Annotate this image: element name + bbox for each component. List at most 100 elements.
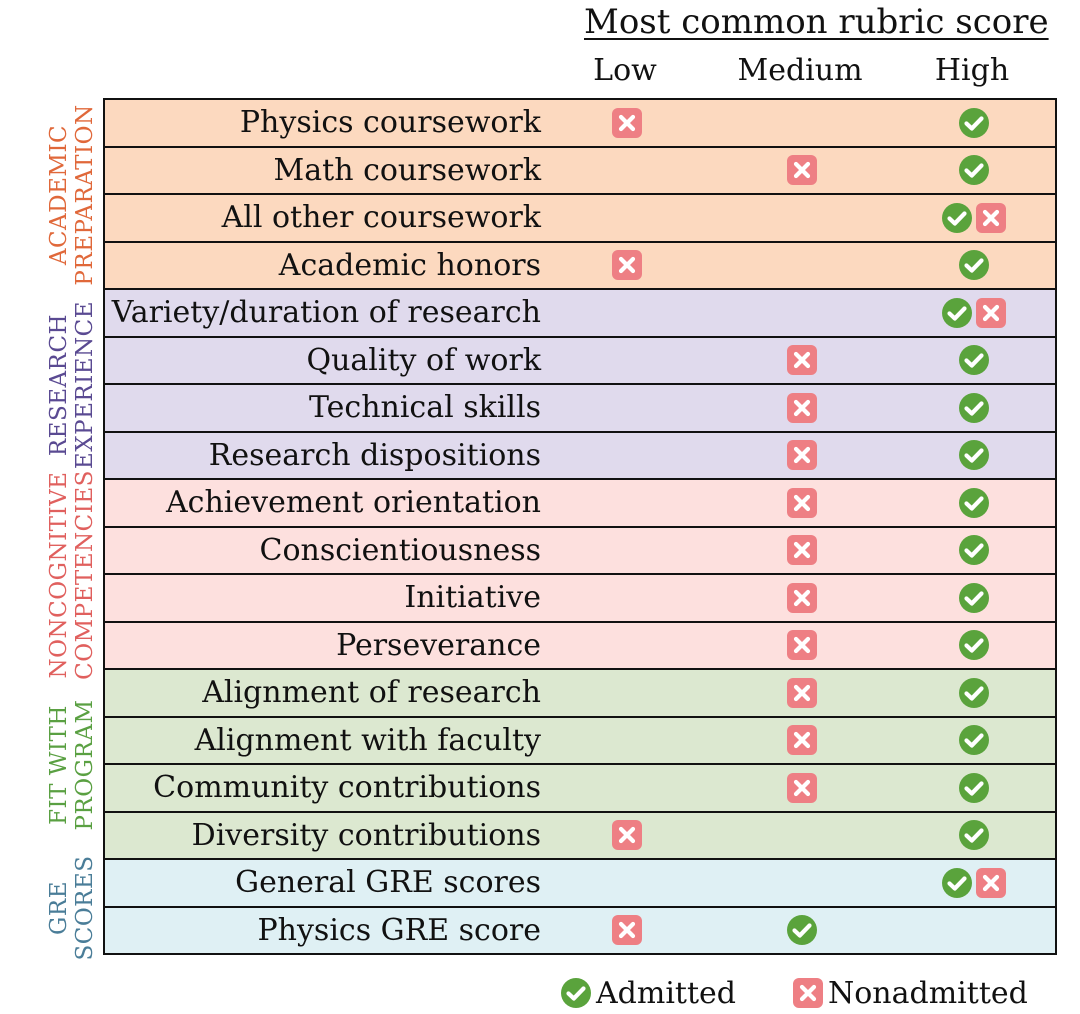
nonadmitted-cross-icon <box>975 867 1007 899</box>
table-row: Initiative <box>105 575 1055 623</box>
marker-group-low <box>611 249 643 281</box>
marker-group-low <box>611 107 643 139</box>
table-row: Variety/duration of research <box>105 290 1055 338</box>
marker-group-high <box>941 867 1007 899</box>
section-label-line2: PROGRAM <box>72 699 98 831</box>
marker-group-medium <box>786 487 818 519</box>
table-row: Community contributions <box>105 765 1055 813</box>
nonadmitted-cross-icon <box>786 772 818 804</box>
legend: Admitted <box>560 972 736 1014</box>
admitted-check-icon <box>958 154 990 186</box>
table-row: Perseverance <box>105 622 1055 670</box>
admitted-check-icon <box>958 534 990 566</box>
nonadmitted-cross-icon <box>786 582 818 614</box>
section-label: GRE SCORES <box>46 855 98 960</box>
marker-group-medium <box>786 534 818 566</box>
legend-admitted-check-icon <box>560 977 596 1009</box>
row-label: All other coursework <box>221 200 541 235</box>
rubric-table: Physics coursework Math coursework All oth… <box>103 98 1057 955</box>
marker-group-high <box>958 724 990 756</box>
row-label: Conscientiousness <box>259 532 542 568</box>
marker-group-medium <box>786 914 818 946</box>
section-label-line2: EXPERIENCE <box>72 300 98 470</box>
column-header-medium: Medium <box>737 53 863 88</box>
row-label: Perseverance <box>336 627 541 663</box>
nonadmitted-cross-icon <box>786 392 818 424</box>
marker-group-medium <box>786 724 818 756</box>
row-label: Diversity contributions <box>191 817 541 853</box>
admitted-check-icon <box>958 724 990 756</box>
marker-group-high <box>958 772 990 804</box>
column-header-high: High <box>934 53 1010 88</box>
marker-group-medium <box>786 439 818 471</box>
nonadmitted-cross-icon <box>786 677 818 709</box>
row-label: Alignment of research <box>202 675 541 710</box>
section-label-line2: SCORES <box>72 854 98 961</box>
nonadmitted-cross-icon <box>786 344 818 376</box>
table-row: Math coursework <box>105 147 1055 195</box>
nonadmitted-cross-icon <box>786 439 818 471</box>
legend-nonadmitted-label: Nonadmitted <box>828 975 1028 1011</box>
table-row: Diversity contributions <box>105 812 1055 860</box>
marker-group-high <box>958 249 990 281</box>
row-label: Community contributions <box>153 770 541 805</box>
row-label: Technical skills <box>308 390 541 425</box>
marker-group-high <box>958 582 990 614</box>
nonadmitted-cross-icon <box>786 154 818 186</box>
marker-group-high <box>958 392 990 424</box>
admitted-check-icon <box>786 914 818 946</box>
row-label: General GRE scores <box>235 865 541 900</box>
section-label-line1: NONCOGNITIVE <box>46 471 72 679</box>
admitted-check-icon <box>958 819 990 851</box>
row-label: Math coursework <box>273 152 541 188</box>
table-row: Conscientiousness <box>105 527 1055 575</box>
legend-admitted-label: Admitted <box>596 975 736 1011</box>
table-row: Quality of work <box>105 337 1055 385</box>
marker-group-high <box>958 154 990 186</box>
section-label-line1: RESEARCH <box>46 313 72 457</box>
section-label: RESEARCH EXPERIENCE <box>46 301 98 469</box>
marker-group-high <box>941 202 1007 234</box>
marker-group-high <box>958 677 990 709</box>
admitted-check-icon <box>958 677 990 709</box>
admitted-check-icon <box>958 772 990 804</box>
table-row: All other coursework <box>105 195 1055 243</box>
row-label: Achievement orientation <box>166 485 541 520</box>
chart-title: Most common rubric score <box>584 2 1049 42</box>
marker-group-high <box>958 819 990 851</box>
section-label-line2: PREPARATION <box>72 104 98 286</box>
admitted-check-icon <box>941 297 973 329</box>
admitted-check-icon <box>958 629 990 661</box>
table-row: Alignment of research <box>105 670 1055 718</box>
admitted-check-icon <box>958 439 990 471</box>
table-row: Research dispositions <box>105 432 1055 480</box>
nonadmitted-cross-icon <box>786 487 818 519</box>
section-label-line1: GRE <box>46 880 72 935</box>
admitted-check-icon <box>958 487 990 519</box>
row-label: Quality of work <box>306 342 542 378</box>
marker-group-high <box>958 534 990 566</box>
marker-group-low <box>611 914 643 946</box>
marker-group-medium <box>786 677 818 709</box>
section-label: NONCOGNITIVE COMPETENCIES <box>46 470 98 680</box>
marker-group-high <box>958 487 990 519</box>
marker-group-medium <box>786 344 818 376</box>
section-label-line1: FIT WITH <box>46 705 72 825</box>
admitted-check-icon <box>958 249 990 281</box>
column-header-low: Low <box>593 53 657 88</box>
marker-group-medium <box>786 772 818 804</box>
section-label-line1: ACADEMIC <box>46 124 72 266</box>
section-label: FIT WITH PROGRAM <box>46 700 98 831</box>
row-label: Physics GRE score <box>257 912 541 948</box>
admitted-check-icon <box>958 107 990 139</box>
marker-group-high <box>958 107 990 139</box>
marker-group-high <box>941 297 1007 329</box>
marker-group-medium <box>786 392 818 424</box>
nonadmitted-cross-icon <box>975 202 1007 234</box>
row-label: Alignment with faculty <box>194 722 541 758</box>
admitted-check-icon <box>941 202 973 234</box>
marker-group-medium <box>786 582 818 614</box>
nonadmitted-cross-icon <box>611 107 643 139</box>
legend-nonadmitted: Nonadmitted <box>792 972 1028 1014</box>
table-row: Physics GRE score <box>105 907 1055 955</box>
